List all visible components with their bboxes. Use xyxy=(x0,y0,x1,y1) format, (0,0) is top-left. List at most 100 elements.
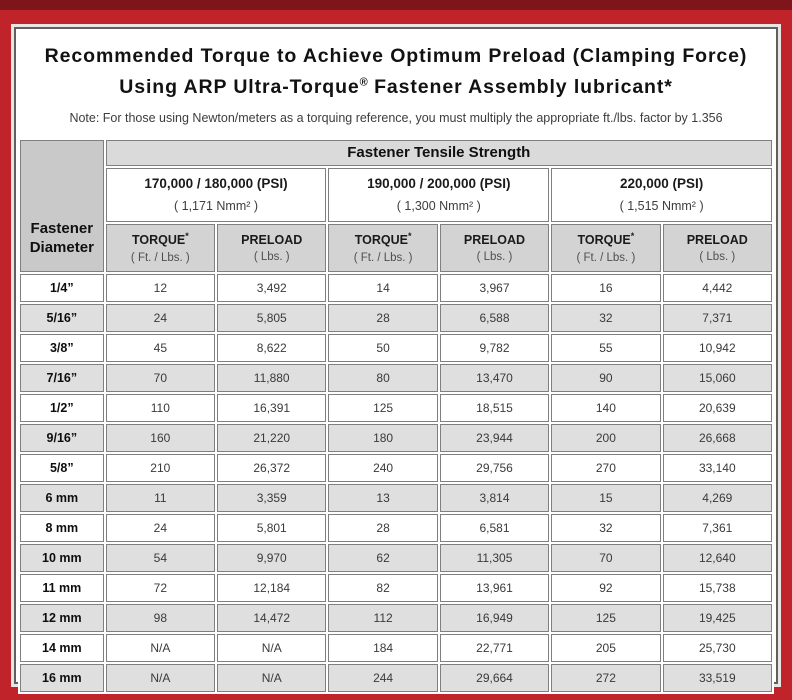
torque-cell: 28 xyxy=(328,513,438,542)
torque-cell: N/A xyxy=(105,663,216,692)
torque-cell: 272 xyxy=(551,663,661,692)
preload-cell: 5,801 xyxy=(217,513,327,542)
table-row-14mm: 14 mm N/A N/A 184 22,771 205 25,730 xyxy=(20,633,772,662)
preload-cell: 7,361 xyxy=(662,513,772,542)
torque-cell: 140 xyxy=(551,393,661,422)
preload-cell: 8,622 xyxy=(217,333,327,362)
torque-cell: 32 xyxy=(551,513,661,542)
preload-cell: 26,668 xyxy=(662,423,772,452)
preload-cell: 9,970 xyxy=(217,543,327,572)
diameter-cell: 12 mm xyxy=(20,603,104,632)
preload-cell: 18,515 xyxy=(439,393,550,422)
main-header: Fastener Tensile Strength xyxy=(105,139,772,166)
preload-cell: 11,305 xyxy=(439,543,550,572)
preload-cell: 15,060 xyxy=(662,363,772,392)
preload-cell: 10,942 xyxy=(662,333,772,362)
table-row-10mm: 10 mm 54 9,970 62 11,305 70 12,640 xyxy=(20,543,772,572)
torque-cell: 70 xyxy=(551,543,661,572)
preload-cell: 25,730 xyxy=(662,633,772,662)
corner-header-fastener-diameter: Fastener Diameter xyxy=(20,139,104,272)
torque-cell: 16 xyxy=(551,273,661,302)
torque-cell: 210 xyxy=(105,453,216,482)
psi-group-3-metric: ( 1,515 Nmm² ) xyxy=(619,199,704,213)
table-row-6mm: 6 mm 11 3,359 13 3,814 15 4,269 xyxy=(20,483,772,512)
diameter-cell: 11 mm xyxy=(20,573,104,602)
torque-cell: 28 xyxy=(328,303,438,332)
torque-cell: 55 xyxy=(551,333,661,362)
preload-cell: 3,492 xyxy=(217,273,327,302)
torque-cell: 24 xyxy=(105,513,216,542)
torque-cell: N/A xyxy=(105,633,216,662)
preload-cell: 11,880 xyxy=(217,363,327,392)
registered-trademark-symbol: ® xyxy=(359,76,368,88)
diameter-cell: 16 mm xyxy=(20,663,104,692)
preload-cell: 13,961 xyxy=(439,573,550,602)
subheader-torque-1: TORQUE* ( Ft. / Lbs. ) xyxy=(105,223,216,272)
title-line-1: Recommended Torque to Achieve Optimum Pr… xyxy=(44,45,748,67)
preload-cell: 19,425 xyxy=(662,603,772,632)
torque-cell: 45 xyxy=(105,333,216,362)
table-row-16mm: 16 mm N/A N/A 244 29,664 272 33,519 xyxy=(20,663,772,692)
torque-cell: 110 xyxy=(105,393,216,422)
diameter-cell: 1/4” xyxy=(20,273,104,302)
table-row-12mm: 12 mm 98 14,472 112 16,949 125 19,425 xyxy=(20,603,772,632)
preload-cell: 13,470 xyxy=(439,363,550,392)
torque-cell: 125 xyxy=(328,393,438,422)
torque-cell: 32 xyxy=(551,303,661,332)
preload-cell: N/A xyxy=(217,633,327,662)
preload-cell: 23,944 xyxy=(439,423,550,452)
diameter-cell: 3/8” xyxy=(20,333,104,362)
preload-cell: 9,782 xyxy=(439,333,550,362)
psi-group-3: 220,000 (PSI) ( 1,515 Nmm² ) xyxy=(551,167,772,222)
torque-cell: 160 xyxy=(105,423,216,452)
preload-cell: 20,639 xyxy=(662,393,772,422)
torque-cell: 270 xyxy=(551,453,661,482)
psi-group-2-metric: ( 1,300 Nmm² ) xyxy=(396,199,481,213)
diameter-cell: 10 mm xyxy=(20,543,104,572)
torque-cell: 200 xyxy=(551,423,661,452)
torque-cell: 12 xyxy=(105,273,216,302)
note-text: Note: For those using Newton/meters as a… xyxy=(69,110,723,125)
torque-cell: 80 xyxy=(328,363,438,392)
preload-cell: N/A xyxy=(217,663,327,692)
preload-cell: 16,949 xyxy=(439,603,550,632)
table-row-5-16in: 5/16” 24 5,805 28 6,588 32 7,371 xyxy=(20,303,772,332)
torque-spec-table: Fastener Diameter Fastener Tensile Stren… xyxy=(18,137,774,694)
table-row-1-2in: 1/2” 110 16,391 125 18,515 140 20,639 xyxy=(20,393,772,422)
preload-cell: 29,664 xyxy=(439,663,550,692)
subheader-preload-1: PRELOAD ( Lbs. ) xyxy=(217,223,327,272)
table-row-1-4in: 1/4” 12 3,492 14 3,967 16 4,442 xyxy=(20,273,772,302)
table-row-3-8in: 3/8” 45 8,622 50 9,782 55 10,942 xyxy=(20,333,772,362)
psi-group-1-metric: ( 1,171 Nmm² ) xyxy=(173,199,259,213)
preload-cell: 6,588 xyxy=(439,303,550,332)
preload-cell: 14,472 xyxy=(217,603,327,632)
diameter-cell: 9/16” xyxy=(20,423,104,452)
title-line-2: Using ARP Ultra-Torque® Fastener Assembl… xyxy=(119,75,673,98)
diameter-cell: 7/16” xyxy=(20,363,104,392)
diameter-cell: 5/16” xyxy=(20,303,104,332)
content-sheet: Recommended Torque to Achieve Optimum Pr… xyxy=(14,27,778,694)
table-row-7-16in: 7/16” 70 11,880 80 13,470 90 15,060 xyxy=(20,363,772,392)
preload-cell: 16,391 xyxy=(217,393,327,422)
torque-cell: 11 xyxy=(105,483,216,512)
torque-cell: 13 xyxy=(328,483,438,512)
diameter-cell: 5/8” xyxy=(20,453,104,482)
diameter-cell: 14 mm xyxy=(20,633,104,662)
preload-cell: 26,372 xyxy=(217,453,327,482)
torque-cell: 14 xyxy=(328,273,438,302)
diameter-cell: 8 mm xyxy=(20,513,104,542)
preload-cell: 33,140 xyxy=(662,453,772,482)
torque-cell: 184 xyxy=(328,633,438,662)
table-row-8mm: 8 mm 24 5,801 28 6,581 32 7,361 xyxy=(20,513,772,542)
torque-cell: 24 xyxy=(105,303,216,332)
subheader-torque-3: TORQUE* ( Ft. / Lbs. ) xyxy=(551,223,661,272)
preload-cell: 3,359 xyxy=(217,483,327,512)
torque-cell: 15 xyxy=(551,483,661,512)
frame-top-dark-strip xyxy=(0,0,792,10)
torque-cell: 205 xyxy=(551,633,661,662)
torque-cell: 62 xyxy=(328,543,438,572)
preload-cell: 3,967 xyxy=(439,273,550,302)
table-row-9-16in: 9/16” 160 21,220 180 23,944 200 26,668 xyxy=(20,423,772,452)
torque-cell: 50 xyxy=(328,333,438,362)
psi-group-1: 170,000 / 180,000 (PSI) ( 1,171 Nmm² ) xyxy=(105,167,327,222)
